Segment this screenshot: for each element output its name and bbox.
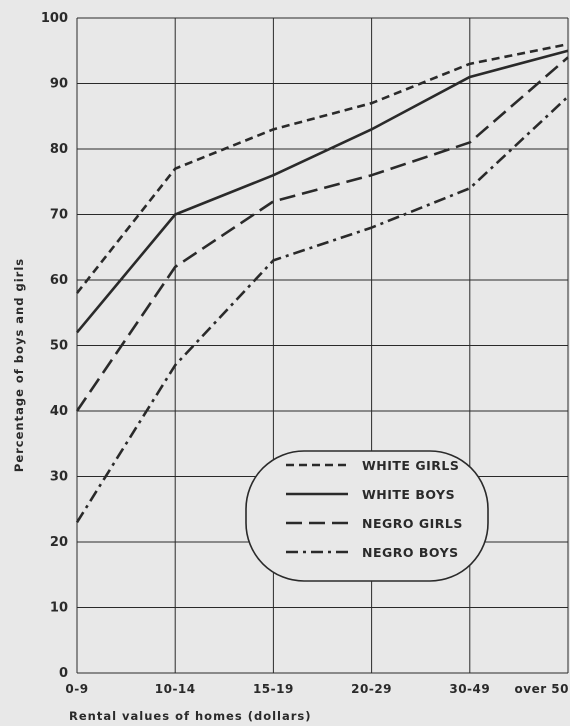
legend-box	[245, 450, 489, 582]
x-axis-title: Rental values of homes (dollars)	[69, 709, 312, 723]
x-tick-label-2: 15-19	[253, 682, 294, 696]
legend-label-1: WHITE BOYS	[362, 487, 455, 502]
y-tick-label-30: 30	[50, 470, 68, 485]
series-line-3	[75, 95, 569, 524]
series-line-1	[76, 49, 569, 334]
x-tick-label-4: 30-49	[449, 682, 490, 696]
y-tick-label-10: 10	[50, 601, 68, 616]
series-lines	[75, 42, 569, 524]
legend: WHITE GIRLS WHITE BOYS NEGRO GIRLS NEGRO BO…	[245, 450, 489, 582]
x-tick-label-5: over 50	[515, 682, 570, 696]
x-tick-label-1: 10-14	[155, 682, 196, 696]
legend-label-2: NEGRO GIRLS	[362, 516, 463, 531]
y-tick-label-50: 50	[50, 339, 68, 354]
y-tick-label-100: 100	[41, 11, 68, 26]
x-tick-label-0: 0-9	[65, 682, 88, 696]
x-tick-label-3: 20-29	[351, 682, 392, 696]
series-line-2	[75, 56, 569, 412]
x-axis-ticks: 0-9 10-14 15-19 20-29 30-49 over 50	[65, 682, 570, 696]
y-tick-label-70: 70	[50, 208, 68, 223]
series-line-0	[75, 42, 569, 294]
y-tick-label-80: 80	[50, 142, 68, 157]
legend-label-3: NEGRO BOYS	[362, 545, 459, 560]
y-axis-ticks: 0 10 20 30 40 50 60 70 80 90 100	[41, 11, 68, 681]
y-tick-label-0: 0	[59, 666, 68, 681]
y-tick-label-40: 40	[50, 404, 68, 419]
y-tick-label-90: 90	[50, 77, 68, 92]
y-axis-title: Percentage of boys and girls	[12, 258, 26, 472]
legend-label-0: WHITE GIRLS	[362, 458, 459, 473]
y-tick-label-20: 20	[50, 535, 68, 550]
y-tick-label-60: 60	[50, 273, 68, 288]
